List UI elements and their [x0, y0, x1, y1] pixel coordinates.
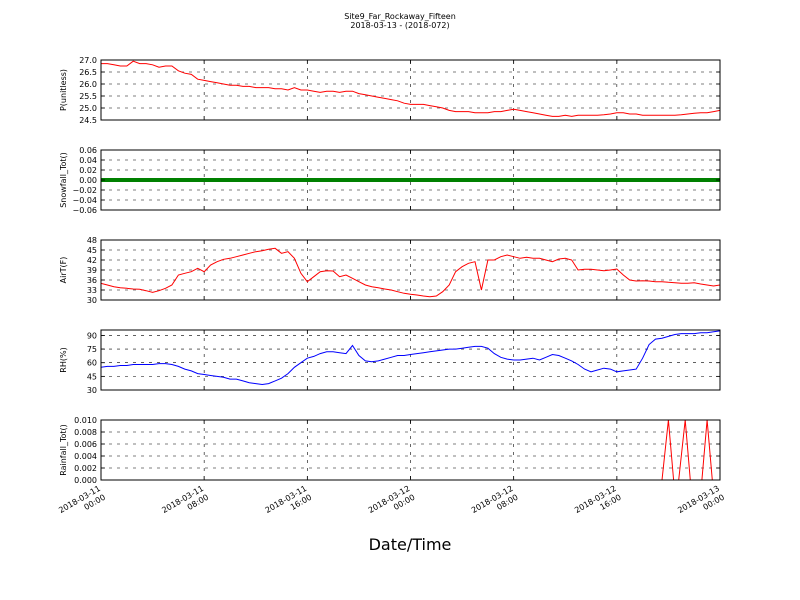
y-tick-label: 26.0: [79, 80, 97, 89]
y-tick-label: −0.06: [72, 206, 97, 215]
y-tick-label: −0.04: [72, 196, 97, 205]
y-tick-label: 90: [87, 331, 97, 340]
y-tick-label: 26.5: [79, 68, 97, 77]
y-axis-label: RH(%): [59, 347, 68, 372]
series-line: [101, 60, 720, 117]
subplots: 27.026.526.025.525.024.5P(unitless)0.060…: [57, 56, 726, 515]
y-tick-label: 0.008: [74, 428, 97, 437]
y-tick-label: 0.002: [74, 464, 97, 473]
y-tick-label: 36: [87, 276, 97, 285]
y-tick-label: 0.000: [74, 476, 97, 485]
y-tick-label: 27.0: [79, 56, 97, 65]
y-tick-label: 30: [87, 296, 97, 305]
subplot-3: 90 75 60 45 30 RH(%): [59, 329, 721, 395]
x-axis-label: Date/Time: [369, 535, 452, 554]
y-tick-label: −0.02: [72, 186, 97, 195]
y-tick-label: 45: [87, 372, 97, 381]
y-tick-label: 0.06: [79, 146, 97, 155]
subplot-1: 0.060.040.020.00−0.02−0.04−0.06 Snowfall_…: [59, 146, 721, 215]
y-axis-label: Rainfall_Tot(): [59, 424, 68, 476]
y-tick-label: 25.0: [79, 104, 97, 113]
y-tick-label: 0.004: [74, 452, 97, 461]
y-tick-label: 0.006: [74, 440, 97, 449]
subplot-4: 0.010 0.008 0.006 0.004 0.002 0.000 Rainfall_T…: [59, 416, 721, 485]
y-axis-label: P(unitless): [59, 69, 68, 111]
y-tick-label: 45: [87, 246, 97, 255]
chart-title-line2: 2018-03-13 - (2018-072): [350, 21, 449, 30]
y-tick-label: 0.010: [74, 416, 97, 425]
y-tick-label: 24.5: [79, 116, 97, 125]
y-tick-label: 30: [87, 386, 97, 395]
subplot-0: 27.0 26.5 26.0 25.5 25.0 24.5 P(unitless): [59, 56, 721, 125]
y-tick-label: 60: [87, 359, 97, 368]
y-axis-label: Snowfall_Tot(): [59, 152, 68, 208]
series-line: [101, 330, 720, 386]
y-tick-label: 42: [87, 256, 97, 265]
y-tick-label: 48: [87, 236, 97, 245]
y-tick-label: 0.00: [79, 176, 97, 185]
y-tick-label: 25.5: [79, 92, 97, 101]
y-tick-label: 75: [87, 345, 97, 354]
series-line: [101, 247, 720, 298]
y-axis-label: AirT(F): [59, 257, 68, 284]
y-tick-label: 0.04: [79, 156, 97, 165]
y-tick-label: 0.02: [79, 166, 97, 175]
y-tick-label: 39: [87, 266, 97, 275]
chart-title-line1: Site9_Far_Rockaway_Fifteen: [344, 12, 456, 21]
y-tick-label: 33: [87, 286, 97, 295]
